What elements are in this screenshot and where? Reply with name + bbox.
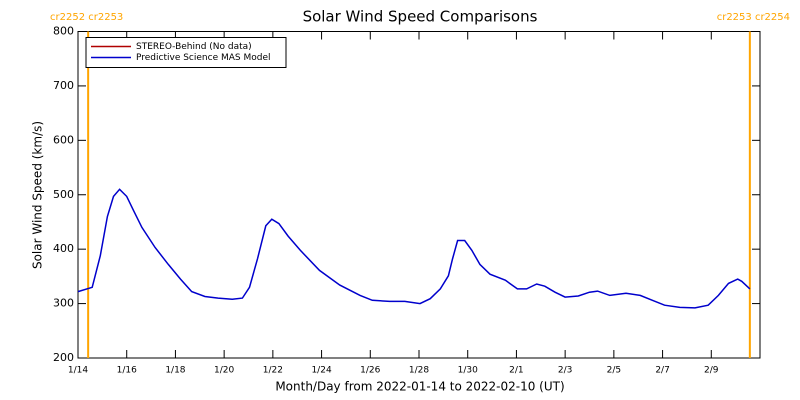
- legend-label: STEREO-Behind (No data): [136, 42, 252, 52]
- y-axis-label: Solar Wind Speed (km/s): [31, 121, 45, 269]
- y-tick-label: 800: [53, 25, 74, 38]
- x-tick-label: 1/14: [68, 366, 88, 376]
- x-tick-label: 1/30: [458, 366, 478, 376]
- x-tick-label: 1/22: [263, 366, 283, 376]
- y-tick-label: 400: [53, 242, 74, 255]
- x-tick-label: 1/24: [311, 366, 331, 376]
- legend-label: Predictive Science MAS Model: [136, 53, 271, 63]
- x-tick-label: 2/3: [558, 366, 572, 376]
- annotation: cr2252 cr2253: [50, 12, 123, 23]
- x-tick-label: 2/5: [607, 366, 621, 376]
- y-tick-label: 200: [53, 351, 74, 364]
- y-tick-label: 500: [53, 188, 74, 201]
- x-tick-label: 1/20: [214, 366, 234, 376]
- x-tick-label: 2/7: [655, 366, 669, 376]
- x-tick-label: 1/28: [409, 366, 429, 376]
- x-tick-label: 1/18: [165, 366, 185, 376]
- legend-box: [85, 37, 287, 68]
- x-tick-label: 1/26: [360, 366, 380, 376]
- y-tick-label: 600: [53, 133, 74, 146]
- annotation: cr2253 cr2254: [717, 12, 790, 23]
- y-tick-label: 700: [53, 79, 74, 92]
- series-line: [77, 188, 751, 309]
- x-tick-label: 1/16: [117, 366, 137, 376]
- x-axis-label: Month/Day from 2022-01-14 to 2022-02-10 …: [275, 380, 564, 394]
- chart-title: Solar Wind Speed Comparisons: [303, 8, 538, 26]
- y-tick-label: 300: [53, 297, 74, 310]
- x-tick-label: 2/1: [509, 366, 523, 376]
- x-tick-label: 2/9: [704, 366, 719, 376]
